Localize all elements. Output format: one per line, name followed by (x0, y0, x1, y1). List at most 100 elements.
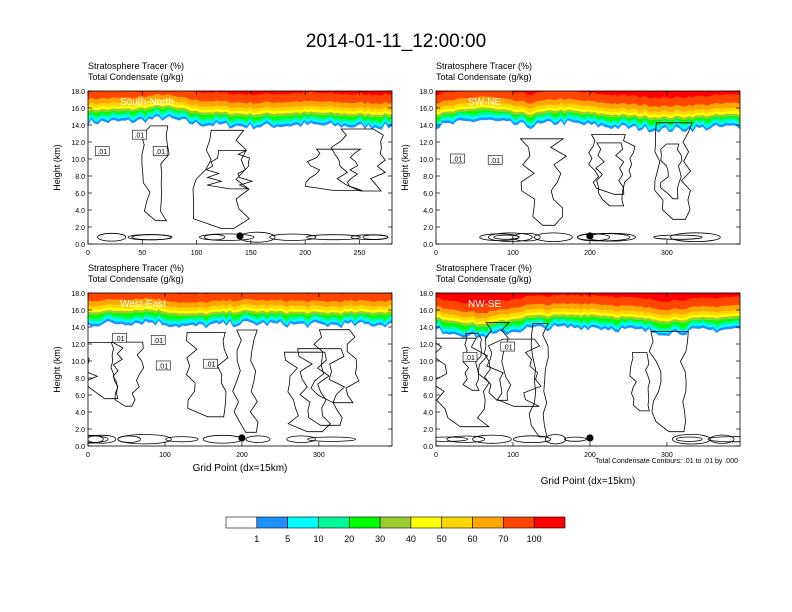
y-tick-label: 4.0 (423, 410, 433, 417)
colorbar-swatch (410, 516, 443, 529)
y-axis-label: Height (km) (400, 346, 410, 393)
x-tick-label: 100 (507, 250, 519, 257)
colorbar-label: 60 (468, 534, 478, 544)
y-tick-label: 8.0 (423, 376, 433, 383)
cloud-contour (310, 329, 360, 404)
colorbar-label: 5 (285, 534, 290, 544)
left-string-2: Total Condensate (g/kg) (436, 274, 532, 284)
colorbar-swatch (472, 516, 504, 529)
y-tick-label: 2.0 (423, 225, 433, 232)
y-tick-label: 10.0 (71, 157, 85, 164)
y-tick-label: 4.0 (423, 208, 433, 215)
panel-name: NW-SE (468, 299, 501, 310)
cloud-contour (629, 352, 651, 412)
low-cloud-contour (117, 434, 172, 445)
tracer-band (436, 91, 740, 99)
colorbar-swatch (256, 516, 288, 529)
low-cloud-contour (131, 234, 173, 241)
condensate-contours (88, 329, 360, 445)
x-tick-label: 0 (86, 250, 90, 257)
tracer-field: .01 .01 (436, 91, 740, 244)
y-tick-label: 16.0 (71, 106, 85, 113)
low-cloud-contour (245, 435, 271, 443)
contour-label: .01 (152, 146, 168, 156)
low-cloud-contour (675, 436, 703, 442)
colorbar: 1 5 10 20 30 40 50 60 70 100 (225, 516, 566, 544)
y-tick-label: 16.0 (71, 308, 85, 315)
low-cloud-contour (577, 233, 631, 242)
contour-label-text: .01 (503, 345, 513, 352)
contour-label: .01 (155, 360, 171, 370)
y-tick-label: 14.0 (71, 123, 85, 130)
low-cloud-contour (446, 435, 486, 443)
y-tick-label: 10.0 (71, 359, 85, 366)
contour-label-text: .01 (97, 149, 107, 156)
low-cloud-contour (493, 234, 520, 240)
cloud-contour (462, 332, 482, 391)
x-axis-label: Grid Point (dx=15km) (193, 463, 288, 474)
panel-name: West-East (120, 299, 166, 310)
y-tick-label: 14.0 (419, 123, 433, 130)
low-cloud-contour (350, 234, 389, 241)
x-tick-label: 0 (86, 452, 90, 459)
cloud-contour (232, 329, 259, 433)
left-string-1: Stratosphere Tracer (%) (436, 263, 532, 273)
contour-label: .01 (487, 155, 503, 165)
colorbar-swatch (348, 516, 381, 529)
plot-frame (87, 292, 393, 447)
contour-label-text: .01 (155, 149, 165, 156)
low-cloud-contour (199, 233, 255, 241)
cloud-contour (588, 134, 636, 195)
contour-label: .01 (450, 153, 465, 164)
y-tick-label: 14.0 (419, 325, 433, 332)
y-tick-label: 8.0 (423, 174, 433, 181)
cloud-contour (192, 129, 250, 229)
contour-label-text: .01 (465, 355, 475, 362)
left-string-2: Total Condensate (g/kg) (88, 274, 184, 284)
low-cloud-contour (88, 434, 104, 444)
low-cloud-contour (88, 434, 117, 444)
y-tick-label: 6.0 (75, 191, 85, 198)
tracer-band (88, 91, 392, 104)
y-tick-label: 4.0 (75, 208, 85, 215)
x-axis-label: Grid Point (dx=15km) (541, 476, 636, 487)
cloud-contour (595, 142, 625, 207)
low-cloud-contour (88, 435, 109, 443)
left-string-2: Total Condensate (g/kg) (88, 72, 184, 82)
x-tick-label: 0 (434, 250, 438, 257)
y-tick-label: 0.0 (423, 242, 433, 249)
y-tick-label: 6.0 (423, 393, 433, 400)
contour-label-text: .01 (135, 133, 145, 140)
cloud-contour (283, 351, 332, 433)
y-tick-label: 2.0 (75, 225, 85, 232)
y-tick-label: 6.0 (423, 191, 433, 198)
left-string-1: Stratosphere Tracer (%) (436, 61, 532, 71)
y-tick-label: 2.0 (423, 427, 433, 434)
panel-name: SW-NE (468, 97, 501, 108)
tracer-field: .01 .01 .01 .01 (88, 293, 392, 446)
figure-title: 2014-01-11_12:00:00 (305, 31, 487, 52)
y-tick-label: 10.0 (419, 359, 433, 366)
x-tick-label: 150 (245, 250, 257, 257)
low-cloud-contour (472, 434, 512, 444)
cloud-contour (660, 143, 683, 200)
y-tick-label: 18.0 (419, 89, 433, 96)
cloud-contour (486, 338, 542, 407)
panel-name: South-North (120, 97, 174, 108)
tracer-band (88, 293, 392, 303)
y-tick-label: 16.0 (419, 308, 433, 315)
location-marker (586, 232, 594, 240)
panel-1: .01 .01 .01 South-North Stratosphere Tracer … (52, 61, 393, 257)
colorbar-swatch (441, 516, 473, 529)
cloud-contour (654, 122, 693, 220)
location-marker (236, 232, 244, 240)
low-cloud-contour (165, 436, 199, 443)
cloud-contour (330, 128, 386, 192)
x-tick-label: 100 (191, 250, 203, 257)
condensate-contours (436, 322, 740, 445)
contour-note: Total Condensate Contours: .01 to .01 by… (595, 458, 738, 465)
colorbar-label: 100 (527, 534, 542, 544)
plot-frame (435, 90, 741, 245)
low-cloud-contour (269, 233, 317, 241)
contour-label: .01 (112, 332, 127, 343)
